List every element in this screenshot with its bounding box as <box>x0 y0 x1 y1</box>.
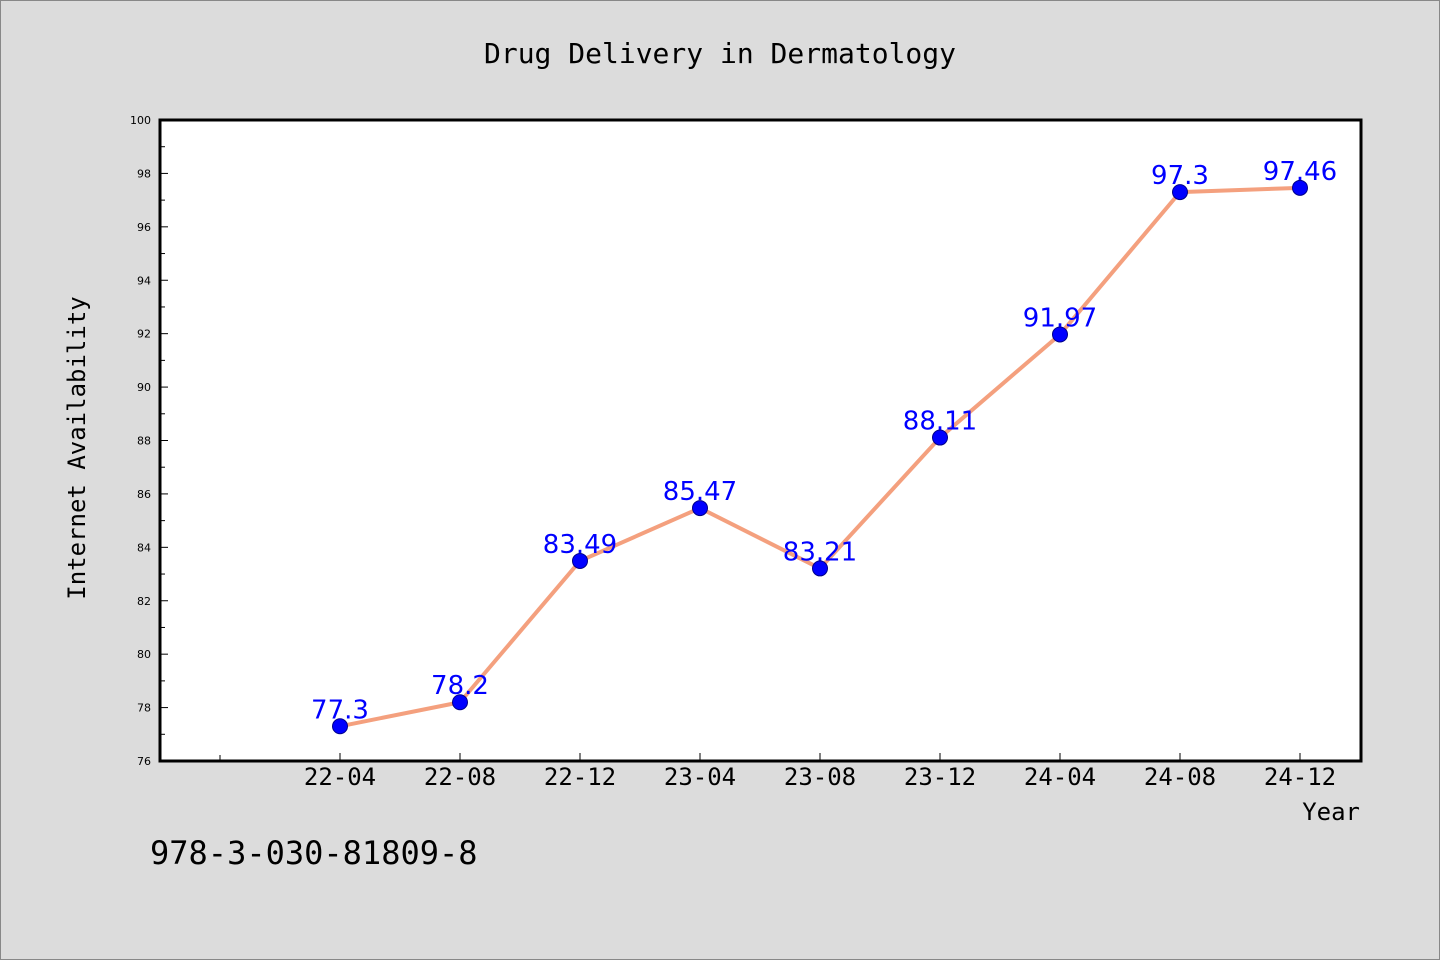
x-tick-label: 24-08 <box>1144 763 1216 791</box>
y-tick-label: 88 <box>137 435 151 448</box>
data-point <box>1292 179 1308 196</box>
data-label: 97.46 <box>1263 157 1337 187</box>
y-tick-label: 82 <box>137 595 151 608</box>
data-point <box>332 718 348 735</box>
y-tick-label: 94 <box>137 274 151 287</box>
y-tick-label: 90 <box>137 381 151 394</box>
data-point <box>1172 184 1188 201</box>
y-tick-label: 98 <box>137 167 151 180</box>
data-point <box>812 560 828 577</box>
x-tick-label: 24-04 <box>1024 763 1096 791</box>
data-label: 88.11 <box>903 407 977 437</box>
y-tick-label: 96 <box>137 221 151 234</box>
data-label: 91.97 <box>1023 303 1097 333</box>
x-tick-label: 24-12 <box>1264 763 1336 791</box>
data-point <box>932 429 948 446</box>
y-tick-label: 84 <box>137 541 151 554</box>
plot-area <box>160 120 1361 761</box>
series-layer: 77.3 78.2 83.49 85.47 83.21 88.11 91.97 97.3 97.… <box>311 157 1337 735</box>
x-tick-label: 22-12 <box>544 763 616 791</box>
x-tick-label: 23-04 <box>664 763 736 791</box>
y-tick-label: 100 <box>130 114 151 127</box>
data-point <box>1052 326 1068 343</box>
data-label: 85.47 <box>663 477 737 507</box>
data-label: 78.2 <box>431 671 489 701</box>
y-axis-label: Internet Availability <box>63 296 91 599</box>
x-tick-label: 23-12 <box>904 763 976 791</box>
data-label: 97.3 <box>1151 161 1209 191</box>
data-point <box>452 694 468 711</box>
data-point <box>572 552 588 569</box>
x-axis: 22-04 22-08 22-12 23-04 23-08 23-12 24-04 24-08… <box>219 753 1336 791</box>
x-axis-label: Year <box>1302 798 1360 826</box>
data-label: 77.3 <box>311 695 369 725</box>
y-tick-label: 86 <box>137 488 151 501</box>
plot-frame <box>158 118 1363 763</box>
isbn-annotation: 978-3-030-81809-8 <box>150 834 478 872</box>
y-tick-label: 76 <box>137 755 151 768</box>
y-tick-label: 78 <box>137 702 151 715</box>
y-tick-label: 92 <box>137 328 151 341</box>
data-label: 83.21 <box>783 537 857 567</box>
y-tick-label: 80 <box>137 648 151 661</box>
data-point <box>692 500 708 517</box>
x-tick-label: 22-04 <box>304 763 376 791</box>
data-label: 83.49 <box>543 530 617 560</box>
x-tick-label: 23-08 <box>784 763 856 791</box>
chart-title: Drug Delivery in Dermatology <box>484 37 956 70</box>
x-tick-label: 22-08 <box>424 763 496 791</box>
